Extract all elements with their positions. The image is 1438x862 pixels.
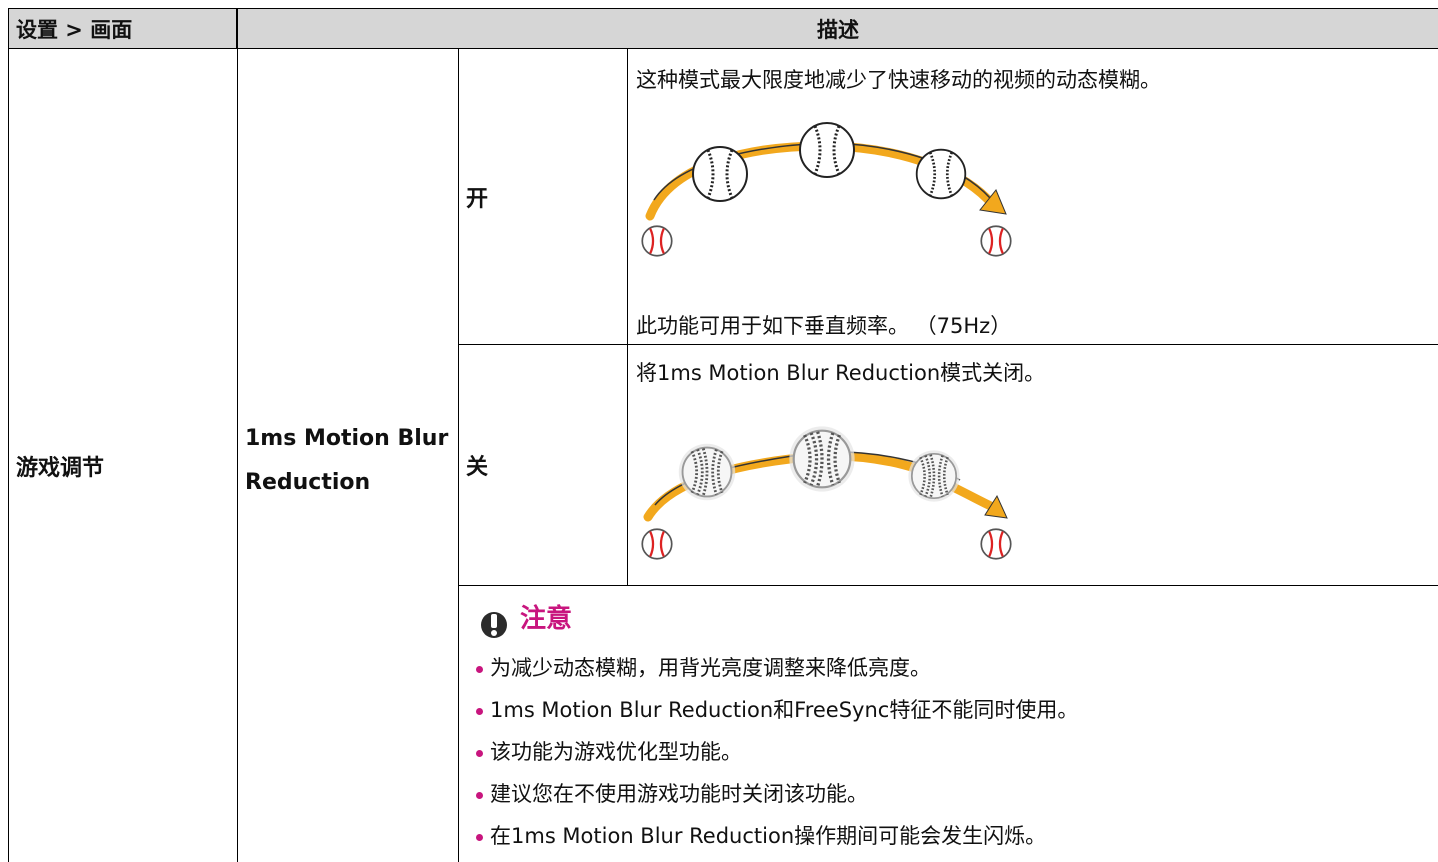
option-description: 将1ms Motion Blur Reduction模式关闭。 (636, 361, 1046, 385)
notice-item: 为减少动态模糊，用背光亮度调整来降低亮度。 (490, 656, 931, 680)
notice-title: 注意 (520, 604, 573, 634)
notice-item: 在1ms Motion Blur Reduction操作期间可能会发生闪烁。 (490, 824, 1047, 848)
notice-item: 建议您在不使用游戏功能时关闭该功能。 (490, 782, 868, 806)
bullet (476, 750, 483, 757)
option-description-cell (627, 344, 1438, 585)
bullet (476, 708, 483, 715)
option-label: 开 (466, 186, 489, 212)
header-cell: 设置 > 画面 (8, 8, 237, 49)
bullet (476, 834, 483, 841)
option-description: 这种模式最大限度地减少了快速移动的视频的动态模糊。 (636, 68, 1161, 92)
bullet (476, 792, 483, 799)
setting-cell: 1ms Motion Blur Reduction (237, 48, 458, 862)
category: 游戏调节 (16, 455, 105, 481)
notice-item: 1ms Motion Blur Reduction和FreeSync特征不能同时… (490, 698, 1079, 722)
setting-name: 1ms Motion Blur Reduction (245, 425, 449, 495)
option-cell: 开 (458, 48, 627, 344)
option-description-cell (627, 48, 1438, 344)
option-note: 此功能可用于如下垂直频率。 （75Hz） (636, 314, 1012, 338)
header-cell: 描述 (237, 8, 1438, 49)
notice-item: 该功能为游戏优化型功能。 (490, 740, 742, 764)
option-label: 关 (466, 455, 489, 480)
option-cell: 关 (458, 344, 627, 585)
category-cell: 游戏调节 (8, 48, 237, 862)
bullet (476, 666, 483, 673)
header-description: 描述 (817, 18, 859, 42)
notice-cell (458, 585, 1438, 862)
header-setting: 设置 > 画面 (16, 18, 133, 42)
